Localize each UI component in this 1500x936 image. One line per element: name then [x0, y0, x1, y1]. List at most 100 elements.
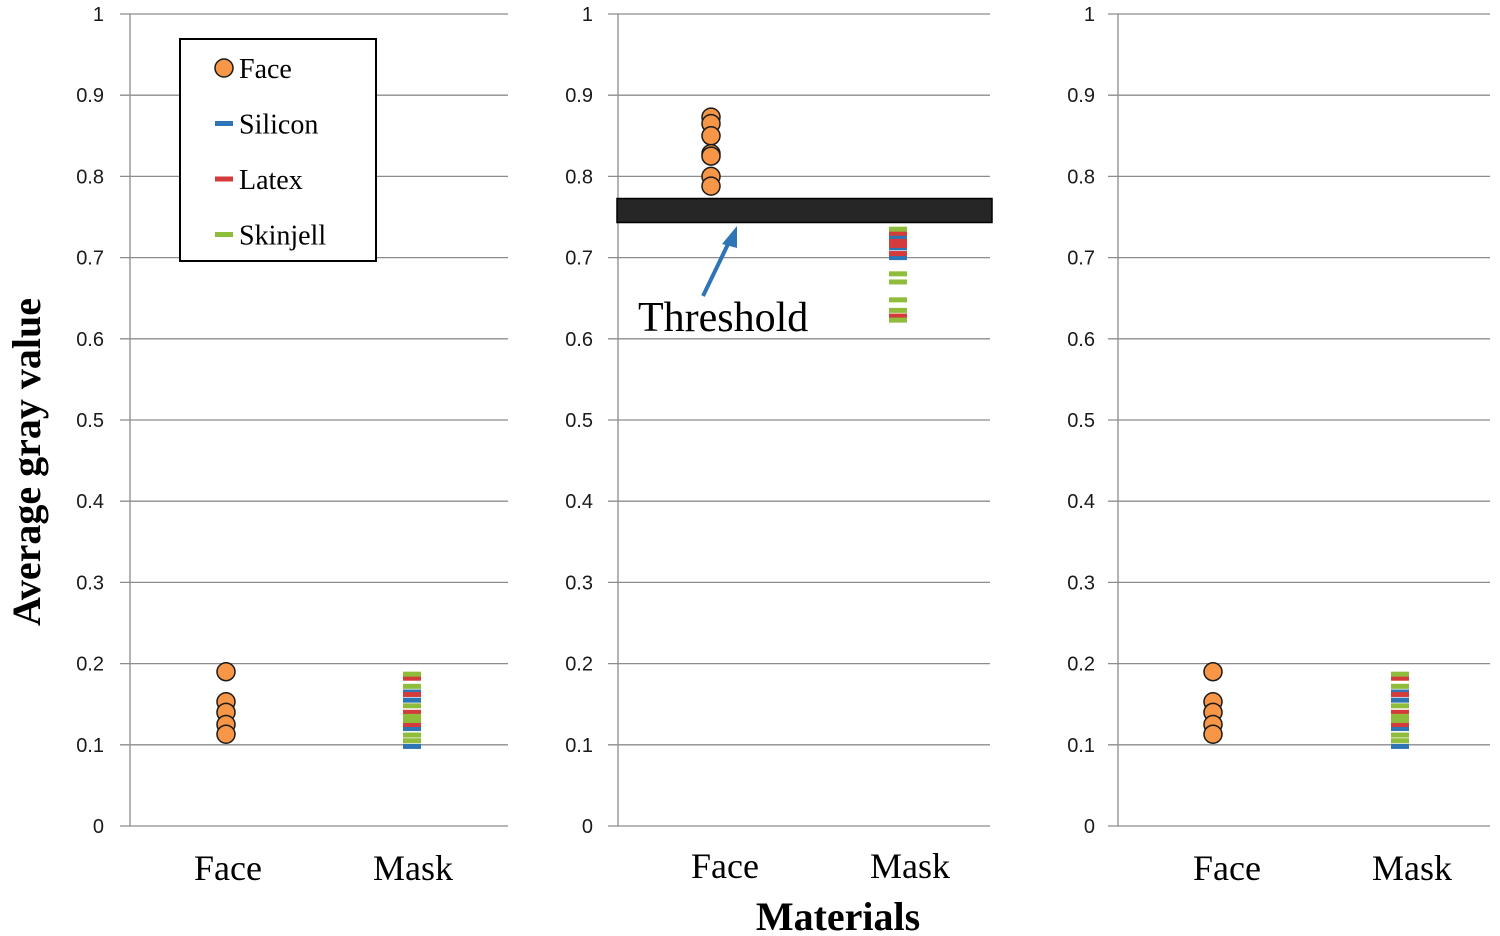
- threshold-label: Threshold: [638, 295, 808, 341]
- y-tick-label: 0.7: [76, 248, 104, 270]
- mask-point-skinjell: [1391, 713, 1409, 719]
- mask-point-silicon: [403, 726, 421, 732]
- y-tick-label: 1: [93, 4, 104, 26]
- y-tick-label: 0.6: [1067, 329, 1095, 351]
- mask-point-silicon: [403, 743, 421, 749]
- mask-point-skinjell: [889, 307, 907, 313]
- mask-point-skinjell: [889, 271, 907, 277]
- y-tick-label: 0.8: [565, 166, 593, 188]
- y-tick-label: 0.7: [565, 248, 593, 270]
- face-point: [1203, 661, 1223, 682]
- x-axis-title: Materials: [756, 894, 920, 936]
- legend-label-silicon: Silicon: [239, 110, 318, 141]
- legend-marker-face: [214, 58, 234, 78]
- y-tick-label: 0.3: [1067, 572, 1095, 594]
- mask-point-silicon: [1391, 726, 1409, 732]
- face-point: [216, 724, 236, 744]
- y-tick-label: 0.1: [76, 735, 104, 757]
- x-category-label: Face: [1193, 848, 1261, 888]
- mask-point-latex: [1391, 691, 1409, 697]
- threshold-band: [616, 197, 993, 224]
- y-tick-label: 0.4: [565, 491, 593, 513]
- mask-point-latex: [889, 251, 907, 257]
- mask-point-latex: [889, 230, 907, 236]
- y-tick-label: 0.8: [1067, 166, 1095, 188]
- y-tick-label: 0.2: [76, 654, 104, 676]
- mask-point-skinjell: [1391, 671, 1409, 677]
- y-tick-label: 0.2: [1067, 654, 1095, 676]
- mask-point-skinjell: [1391, 703, 1409, 709]
- legend-marker-skinjell: [215, 232, 233, 237]
- mask-point-skinjell: [1391, 683, 1409, 689]
- mask-point-skinjell: [403, 732, 421, 738]
- y-tick-label: 0.1: [565, 735, 593, 757]
- mask-point-skinjell: [889, 317, 907, 323]
- legend-marker-silicon: [215, 121, 233, 126]
- x-category-label: Mask: [1372, 848, 1452, 888]
- legend-label-latex: Latex: [239, 165, 303, 196]
- mask-point-skinjell: [889, 297, 907, 303]
- y-tick-label: 0.9: [565, 85, 593, 107]
- mask-point-skinjell: [403, 703, 421, 709]
- threshold-arrow: [701, 239, 732, 297]
- y-tick-label: 0: [93, 816, 104, 838]
- y-tick-label: 0.4: [76, 491, 104, 513]
- y-tick-label: 0.4: [1067, 491, 1095, 513]
- mask-point-latex: [889, 238, 907, 244]
- mask-point-latex: [889, 242, 907, 248]
- x-category-label: Face: [194, 848, 262, 888]
- mask-point-skinjell: [403, 713, 421, 719]
- x-category-label: Mask: [870, 846, 950, 886]
- mask-point-silicon: [1391, 743, 1409, 749]
- y-tick-label: 0.8: [76, 166, 104, 188]
- mask-point-skinjell: [403, 738, 421, 744]
- y-tick-label: 0.5: [565, 410, 593, 432]
- y-tick-label: 1: [582, 4, 593, 26]
- y-axis-title: Average gray value: [4, 298, 49, 626]
- mask-point-skinjell: [1391, 732, 1409, 738]
- x-category-label: Face: [691, 846, 759, 886]
- legend-label-face: Face: [239, 54, 292, 85]
- face-point: [701, 146, 721, 166]
- mask-point-skinjell: [1391, 738, 1409, 744]
- mask-point-silicon: [889, 234, 907, 240]
- mask-point-latex: [889, 313, 907, 319]
- face-point: [1203, 724, 1223, 744]
- y-tick-label: 0.7: [1067, 248, 1095, 270]
- mask-point-skinjell: [1391, 717, 1409, 723]
- mask-point-silicon: [1391, 697, 1409, 703]
- face-point: [701, 176, 721, 196]
- x-category-label: Mask: [373, 848, 453, 888]
- y-tick-label: 1: [1084, 4, 1095, 26]
- y-tick-label: 0.6: [76, 329, 104, 351]
- legend-label-skinjell: Skinjell: [239, 221, 326, 252]
- legend-marker-latex: [215, 176, 233, 182]
- y-tick-label: 0.1: [1067, 735, 1095, 757]
- face-point: [701, 126, 721, 146]
- mask-point-latex: [1391, 709, 1409, 715]
- y-tick-label: 0.9: [76, 85, 104, 107]
- mask-point-skinjell: [889, 279, 907, 285]
- mask-point-skinjell: [403, 717, 421, 723]
- y-tick-label: 0.9: [1067, 85, 1095, 107]
- y-tick-label: 0.6: [565, 329, 593, 351]
- mask-point-latex: [403, 709, 421, 715]
- mask-point-skinjell: [889, 226, 907, 232]
- y-tick-label: 0.5: [1067, 410, 1095, 432]
- y-tick-label: 0: [582, 816, 593, 838]
- mask-point-latex: [403, 691, 421, 697]
- mask-point-latex: [1391, 675, 1409, 681]
- mask-point-silicon: [889, 255, 907, 261]
- y-tick-label: 0.3: [565, 572, 593, 594]
- mask-point-skinjell: [403, 671, 421, 677]
- face-point: [216, 661, 236, 682]
- mask-point-skinjell: [403, 683, 421, 689]
- legend-box: [179, 38, 377, 262]
- y-tick-label: 0.2: [565, 654, 593, 676]
- mask-point-silicon: [403, 697, 421, 703]
- y-tick-label: 0: [1084, 816, 1095, 838]
- y-tick-label: 0.5: [76, 410, 104, 432]
- mask-point-latex: [403, 675, 421, 681]
- mask-point-latex: [403, 722, 421, 727]
